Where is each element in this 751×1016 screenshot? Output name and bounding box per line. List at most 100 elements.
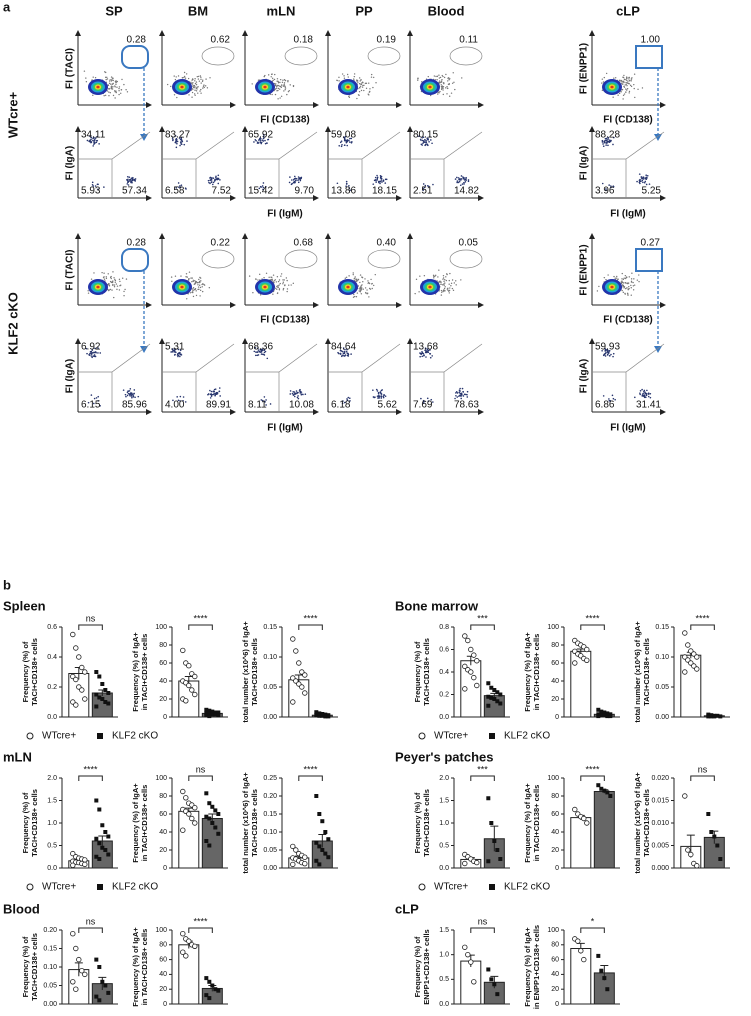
event-dot [107,273,109,275]
event-dot [183,143,186,146]
data-point [180,647,186,654]
event-dot [280,85,282,88]
event-dot [219,179,221,181]
event-dot [205,78,207,80]
event-dot [611,394,614,397]
event-dot [123,295,125,297]
event-dot [446,288,449,290]
event-dot [208,287,211,289]
data-point [462,663,468,670]
event-dot [279,97,281,99]
data-point [94,836,99,841]
event-dot [425,141,428,143]
event-dot [435,75,437,78]
quadrant-frequency: 13.86 [331,186,356,197]
event-dot [96,135,98,138]
event-dot [180,275,182,277]
event-dot [103,272,105,274]
event-dot [455,391,458,393]
event-dot [345,180,348,183]
event-dot [356,97,358,100]
event-dot [191,277,193,279]
event-dot [601,349,603,352]
quadrant-gate [328,131,401,198]
event-dot [622,94,625,97]
event-dot [421,137,423,139]
quadrant-frequency: 3.96 [595,186,615,197]
event-dot [278,279,281,281]
event-dot [185,276,187,278]
density-core [610,285,614,289]
event-dot [466,390,469,393]
event-dot [283,83,285,86]
event-dot [602,395,605,397]
y-axis-label: Frequency (%) of [413,792,422,853]
data-point [709,830,714,834]
event-dot [277,98,279,100]
y-axis-label: FI (ENPP1) [579,244,590,295]
legend-label: WTcre+ [434,731,468,742]
event-dot [343,355,345,357]
event-dot [370,73,373,76]
event-dot [201,286,203,288]
event-dot [110,83,112,85]
event-dot [359,80,361,82]
density-core [180,285,184,289]
event-dot [612,185,615,188]
data-point [100,823,105,828]
event-dot [348,275,350,277]
event-dot [180,141,182,144]
y-axis-label: TACI+CD138+ cells [642,638,651,706]
event-dot [95,351,97,354]
event-dot [366,289,368,291]
event-dot [441,78,443,81]
event-dot [114,281,116,283]
event-dot [302,393,304,396]
event-dot [421,355,424,358]
event-dot [418,135,420,138]
data-point [94,704,99,709]
event-dot [254,138,257,141]
data-point [73,986,79,992]
event-dot [175,187,178,189]
event-dot [210,179,213,181]
event-dot [297,176,300,178]
event-dot [255,278,257,280]
data-point [462,633,468,639]
event-dot [633,83,635,86]
axis-arrow [478,195,484,201]
event-dot [183,71,186,74]
event-dot [628,276,630,278]
data-point [106,852,111,857]
event-dot [90,136,93,139]
event-dot [86,139,89,142]
event-dot [201,80,204,83]
event-dot [630,80,632,82]
event-dot [626,292,629,294]
event-dot [360,89,363,92]
event-dot [342,347,345,349]
section-title: Peyer's patches [395,749,493,764]
event-dot [275,83,277,85]
event-dot [204,85,207,87]
y-tick-label: 40 [551,678,559,685]
axis-arrow [396,195,402,201]
event-dot [108,82,111,85]
event-dot [458,391,461,394]
event-dot [633,278,635,280]
significance: **** [84,764,99,774]
quadrant-gate [162,131,235,198]
event-dot [130,181,133,183]
event-dot [605,137,608,140]
event-dot [446,93,448,95]
event-dot [601,82,603,84]
event-dot [606,354,609,356]
y-tick-label: 20 [551,847,559,854]
event-dot [179,138,182,141]
y-axis-label: TACI+CD138+ cells [422,638,431,706]
event-dot [633,73,636,75]
event-dot [195,294,198,297]
event-dot [638,280,640,283]
event-dot [127,180,130,182]
significance: *** [477,613,488,623]
